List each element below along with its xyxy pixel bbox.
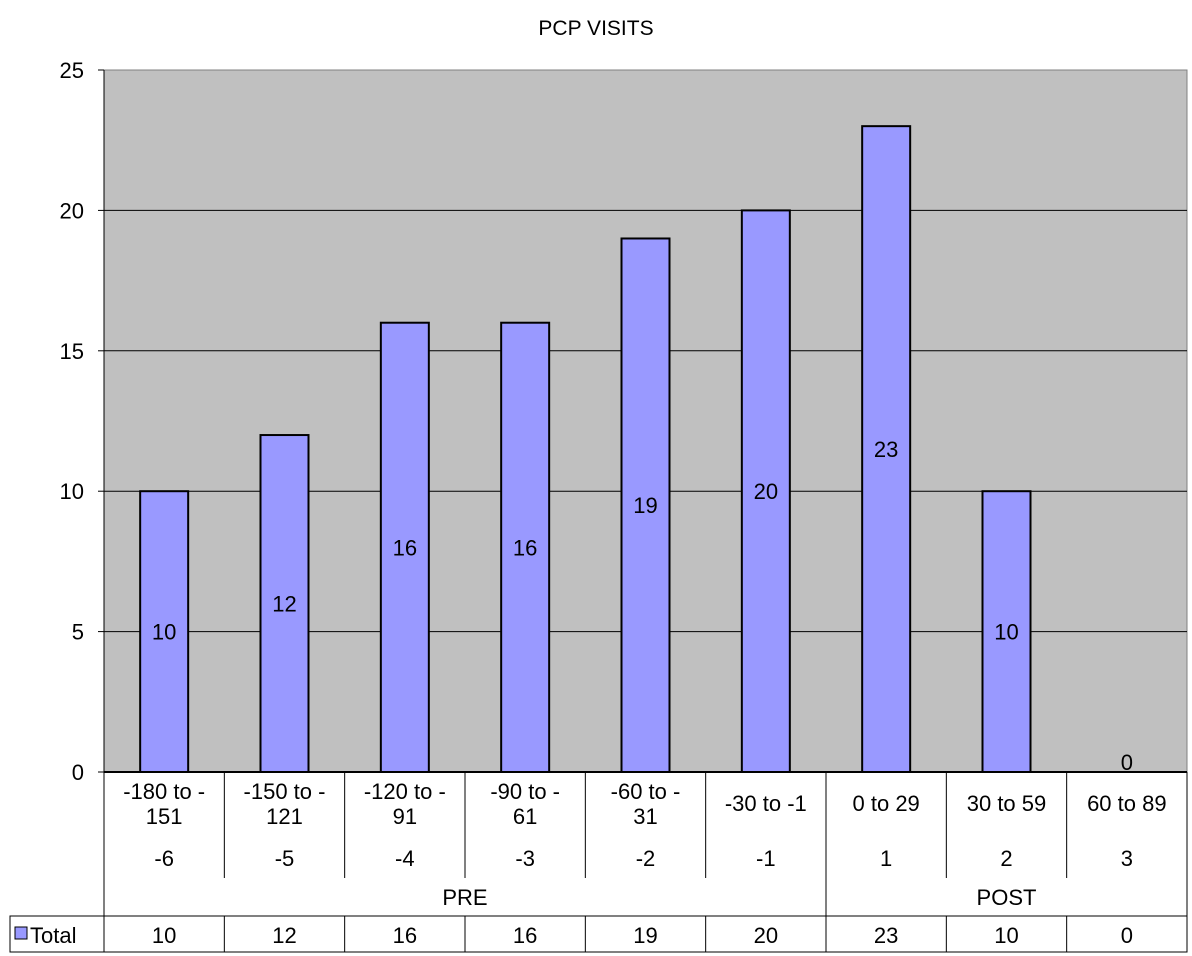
bar bbox=[259, 434, 310, 773]
period-index-label: -4 bbox=[395, 846, 415, 871]
data-table-value: 10 bbox=[152, 923, 176, 948]
y-tick-label: 20 bbox=[60, 198, 84, 223]
category-label: -30 to -1 bbox=[725, 791, 807, 816]
legend-series-name: Total bbox=[30, 923, 76, 948]
category-axis: -180 to -151 -6 -150 to -121 -5 -120 to -91 -… bbox=[103, 772, 1188, 916]
bar-value-label: 10 bbox=[152, 620, 176, 645]
bar-labels: 10 12 16 16 19 20 23 10 0 bbox=[152, 437, 1133, 775]
bar-value-label: 0 bbox=[1121, 750, 1133, 775]
data-table-value: 20 bbox=[754, 923, 778, 948]
period-index-label: 1 bbox=[880, 846, 892, 871]
bar bbox=[740, 209, 791, 773]
bars bbox=[139, 125, 1032, 774]
bar bbox=[139, 490, 190, 773]
category-label: 151 bbox=[146, 804, 183, 829]
bar bbox=[379, 321, 430, 773]
category-label: 30 to 59 bbox=[967, 791, 1047, 816]
bar-value-label: 10 bbox=[994, 620, 1018, 645]
period-index-label: 3 bbox=[1121, 846, 1133, 871]
chart-title: PCP VISITS bbox=[538, 17, 653, 40]
data-table-value: 12 bbox=[272, 923, 296, 948]
data-table-value: 16 bbox=[393, 923, 417, 948]
category-label: -180 to - bbox=[123, 779, 205, 804]
bar-value-label: 20 bbox=[754, 479, 778, 504]
bar-value-label: 23 bbox=[874, 437, 898, 462]
category-label: 0 to 29 bbox=[853, 791, 920, 816]
data-table-value: 0 bbox=[1121, 923, 1133, 948]
bar bbox=[500, 321, 551, 773]
category-label: -150 to - bbox=[244, 779, 326, 804]
period-index-label: -5 bbox=[275, 846, 295, 871]
data-table-value: 10 bbox=[994, 923, 1018, 948]
period-index-label: -6 bbox=[154, 846, 174, 871]
category-label: 91 bbox=[393, 804, 417, 829]
bar-value-label: 12 bbox=[272, 592, 296, 617]
data-table: Total 10 12 16 16 19 20 23 10 0 bbox=[9, 915, 1188, 953]
bar-value-label: 16 bbox=[513, 535, 537, 560]
bar bbox=[861, 125, 912, 774]
y-tick-label: 5 bbox=[72, 620, 84, 645]
group-label: POST bbox=[977, 885, 1037, 910]
period-index-label: -3 bbox=[515, 846, 535, 871]
category-label: -120 to - bbox=[364, 779, 446, 804]
period-index-label: -2 bbox=[636, 846, 656, 871]
bar-value-label: 19 bbox=[633, 493, 657, 518]
category-label: -60 to - bbox=[611, 779, 681, 804]
category-label: 61 bbox=[513, 804, 537, 829]
y-tick-label: 0 bbox=[72, 760, 84, 785]
y-tick-label: 25 bbox=[60, 58, 84, 83]
category-label: -90 to - bbox=[490, 779, 560, 804]
period-index-label: -1 bbox=[756, 846, 776, 871]
legend-key-swatch bbox=[14, 926, 28, 940]
y-tick-label: 15 bbox=[60, 339, 84, 364]
period-index-label: 2 bbox=[1000, 846, 1012, 871]
category-label: 31 bbox=[633, 804, 657, 829]
bar bbox=[620, 237, 671, 774]
y-tick-label: 10 bbox=[60, 479, 84, 504]
category-label: 121 bbox=[266, 804, 303, 829]
category-label: 60 to 89 bbox=[1087, 791, 1167, 816]
data-table-value: 19 bbox=[633, 923, 657, 948]
data-table-value: 23 bbox=[874, 923, 898, 948]
bar bbox=[981, 490, 1032, 773]
data-table-border bbox=[9, 915, 1188, 953]
group-label: PRE bbox=[442, 885, 487, 910]
bar-value-label: 16 bbox=[393, 535, 417, 560]
data-table-value: 16 bbox=[513, 923, 537, 948]
